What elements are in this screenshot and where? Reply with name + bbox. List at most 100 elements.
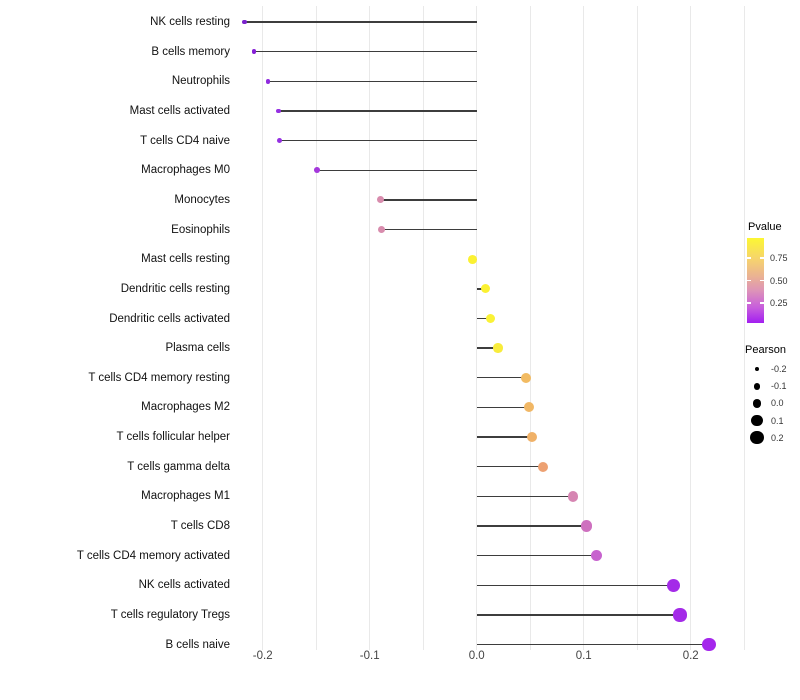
colorbar-tick-label: 0.75 xyxy=(770,252,788,263)
lollipop-stem xyxy=(244,21,477,23)
lollipop-dot xyxy=(486,313,496,324)
lollipop-dot xyxy=(314,167,321,174)
category-label: T cells CD4 memory resting xyxy=(88,371,230,384)
pearson-size-dot xyxy=(754,366,760,372)
x-tick-label: 0.2 xyxy=(682,650,699,662)
pearson-size-dot xyxy=(752,398,762,408)
x-tick-label: 0.0 xyxy=(468,650,485,662)
colorbar-tick-mark xyxy=(760,257,764,259)
lollipop-dot xyxy=(702,637,716,652)
colorbar-tick-label: 0.50 xyxy=(770,275,788,286)
lollipop-dot xyxy=(376,196,384,204)
category-label: Eosinophils xyxy=(171,223,230,236)
x-tick-label: -0.2 xyxy=(252,650,273,662)
pearson-size-label: -0.2 xyxy=(771,364,787,374)
lollipop-dot xyxy=(377,226,385,234)
category-label: Neutrophils xyxy=(171,75,230,88)
gridline xyxy=(636,6,638,650)
category-label: Mast cells activated xyxy=(129,104,230,117)
gridline xyxy=(262,6,264,650)
gridline xyxy=(690,6,692,650)
category-label: B cells naive xyxy=(165,638,230,651)
lollipop-dot xyxy=(527,432,538,443)
colorbar-tick-mark xyxy=(760,279,764,282)
x-tick-label: -0.1 xyxy=(359,650,380,662)
gridline xyxy=(583,6,585,650)
category-label: Dendritic cells resting xyxy=(120,282,230,295)
category-label: NK cells resting xyxy=(150,16,230,28)
category-label: Plasma cells xyxy=(165,342,230,355)
lollipop-dot xyxy=(276,108,282,114)
gridline xyxy=(315,6,317,650)
lollipop-stem xyxy=(279,139,477,142)
lollipop-dot xyxy=(251,49,257,54)
lollipop-stem xyxy=(476,525,587,527)
category-label: NK cells activated xyxy=(138,579,230,592)
pearson-size-dot xyxy=(753,382,761,390)
gridline xyxy=(369,6,371,650)
category-label: B cells memory xyxy=(151,45,230,58)
lollipop-dot xyxy=(567,490,579,502)
lollipop-dot xyxy=(277,138,283,144)
category-label: Monocytes xyxy=(174,193,230,206)
lollipop-dot xyxy=(493,343,503,353)
lollipop-dot xyxy=(667,578,681,592)
gridline xyxy=(743,6,745,650)
category-label: T cells CD4 memory activated xyxy=(76,549,230,562)
pvalue-legend-title: Pvalue xyxy=(748,221,782,233)
lollipop-stem xyxy=(268,80,477,82)
x-tick-label: 0.1 xyxy=(575,650,592,662)
colorbar-tick-mark xyxy=(760,302,764,304)
pearson-size-label: 0.1 xyxy=(771,415,784,426)
colorbar-tick-mark xyxy=(747,302,751,304)
lollipop-dot xyxy=(468,254,477,264)
lollipop-dot xyxy=(581,520,593,532)
lollipop-stem xyxy=(278,110,477,112)
gridline xyxy=(529,6,531,650)
lollipop-stem xyxy=(476,347,499,349)
category-label: Macrophages M2 xyxy=(141,401,230,414)
category-label: T cells follicular helper xyxy=(116,431,230,444)
lollipop-stem xyxy=(476,495,573,498)
pearson-size-label: 0.2 xyxy=(771,432,784,443)
lollipop-dot xyxy=(673,608,687,622)
category-label: T cells gamma delta xyxy=(127,460,230,473)
pearson-size-label: -0.1 xyxy=(771,381,787,392)
category-label: T cells regulatory Tregs xyxy=(110,609,230,621)
lollipop-dot xyxy=(520,372,531,383)
lollipop-stem xyxy=(476,584,674,587)
lollipop-dot xyxy=(524,402,535,413)
gridline xyxy=(422,6,424,650)
lollipop-dot xyxy=(480,284,490,294)
lollipop-stem xyxy=(476,436,533,438)
colorbar-tick-mark xyxy=(747,257,751,259)
lollipop-dot xyxy=(537,461,549,472)
lollipop-stem xyxy=(476,317,491,320)
gridline xyxy=(476,6,478,650)
category-label: Macrophages M1 xyxy=(141,490,230,503)
pearson-size-dot xyxy=(751,415,763,427)
pearson-size-dot xyxy=(750,431,764,445)
pearson-legend-title: Pearson xyxy=(745,344,786,356)
lollipop-stem xyxy=(476,466,544,468)
lollipop-stem xyxy=(476,555,597,557)
pvalue-colorbar xyxy=(747,238,764,323)
category-label: Macrophages M0 xyxy=(141,164,230,177)
lollipop-dot xyxy=(265,78,271,84)
lollipop-stem xyxy=(380,199,477,201)
category-label: T cells CD8 xyxy=(170,520,230,533)
lollipop-stem xyxy=(381,228,477,231)
lollipop-stem xyxy=(476,643,709,646)
lollipop-dot xyxy=(242,19,247,25)
pearson-size-label: 0.0 xyxy=(771,398,784,409)
lollipop-stem xyxy=(476,377,526,379)
lollipop-dot xyxy=(590,550,603,562)
lollipop-stem xyxy=(476,406,530,409)
lollipop-stem xyxy=(254,50,477,53)
category-label: Mast cells resting xyxy=(141,253,230,266)
lollipop-stem xyxy=(476,614,680,616)
category-label: T cells CD4 naive xyxy=(140,134,230,147)
colorbar-tick-mark xyxy=(747,279,751,282)
lollipop-stem xyxy=(317,169,477,171)
